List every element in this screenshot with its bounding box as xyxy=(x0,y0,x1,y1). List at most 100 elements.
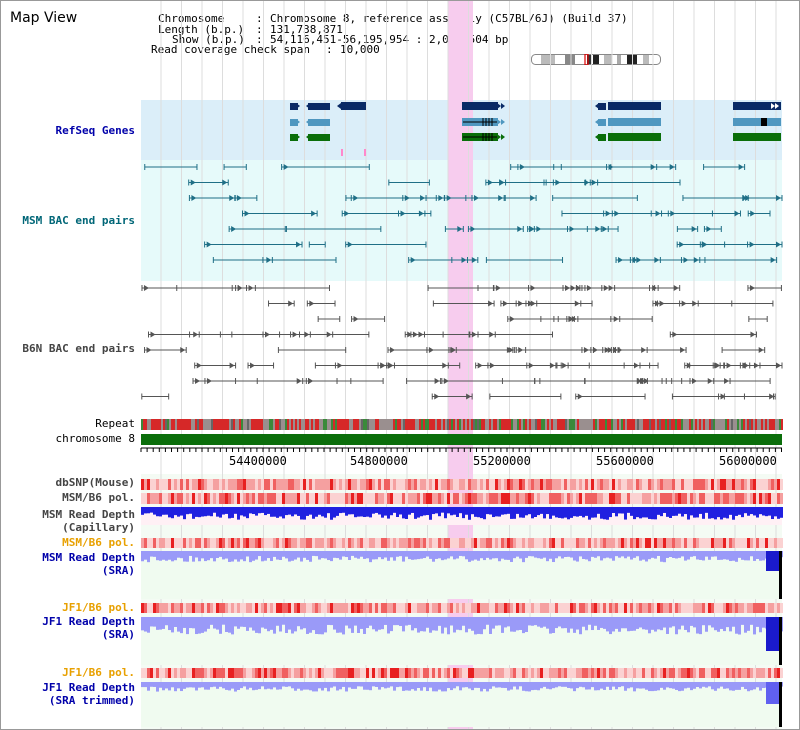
msm-b6-pol-2-cell xyxy=(735,538,738,548)
jf1-depth-trim-bar xyxy=(144,682,147,688)
dbsnp-cell xyxy=(204,479,207,490)
msm-b6-pol-2-cell xyxy=(180,538,183,548)
jf1-depth-trim-bar xyxy=(321,682,324,691)
track-label-msm-depth-sra[interactable]: MSM Read Depth (SRA) xyxy=(5,551,135,577)
repeat-segment xyxy=(327,419,329,430)
jf1-b6-pol-cell xyxy=(405,603,408,613)
jf1-depth-trim-bar xyxy=(552,682,555,689)
repeat-segment xyxy=(767,419,769,430)
jf1-b6-pol-cell xyxy=(465,603,468,613)
repeat-segment xyxy=(381,419,383,430)
msm-depth-cap-bar xyxy=(483,507,486,520)
msm-b6-pol-2-cell xyxy=(699,538,702,548)
repeat-segment xyxy=(559,419,561,430)
track-label-msm-depth-cap[interactable]: MSM Read Depth (Capillary) xyxy=(5,508,135,534)
track-label-msm-bac[interactable]: MSM BAC end pairs xyxy=(5,214,135,227)
jf1-b6-pol-2-cell xyxy=(471,668,474,678)
jf1-b6-pol-cell xyxy=(486,603,489,613)
dbsnp-cell xyxy=(417,479,420,490)
repeat-segment xyxy=(473,419,475,430)
repeat-segment xyxy=(607,419,609,430)
msm-depth-cap-bar xyxy=(228,507,231,519)
track-label-repeat[interactable]: Repeat xyxy=(5,417,135,430)
track-label-jf1-depth-sra[interactable]: JF1 Read Depth (SRA) xyxy=(5,615,135,641)
dbsnp-cell xyxy=(357,479,360,490)
jf1-depth-trim-bar xyxy=(435,682,438,692)
jf1-b6-pol-cell xyxy=(180,603,183,613)
jf1-b6-pol-cell xyxy=(192,603,195,613)
dbsnp-cell xyxy=(531,479,534,490)
msm-depth-sra-bar xyxy=(273,551,276,557)
jf1-depth-trim-bar xyxy=(453,682,456,689)
chromosome-ideogram[interactable] xyxy=(531,54,661,65)
msm-depth-sra-bar xyxy=(408,551,411,560)
track-label-msm-b6-pol-2[interactable]: MSM/B6 pol. xyxy=(5,536,135,549)
jf1-depth-trim-edge xyxy=(779,682,782,727)
gene-arrow xyxy=(306,119,310,125)
msm-depth-sra-bar xyxy=(279,551,282,560)
msm-depth-sra-bar xyxy=(300,551,303,562)
track-label-jf1-b6-pol-2[interactable]: JF1/B6 pol. xyxy=(5,666,135,679)
dbsnp-cell xyxy=(654,479,657,490)
track-label-dbsnp[interactable]: dbSNP(Mouse) xyxy=(5,476,135,489)
jf1-depth-sra-bar xyxy=(468,617,471,629)
jf1-depth-trim-bar xyxy=(324,682,327,688)
dbsnp-cell xyxy=(612,479,615,490)
dbsnp-cell xyxy=(774,479,777,490)
track-label-jf1-b6-pol-1[interactable]: JF1/B6 pol. xyxy=(5,601,135,614)
msm-b6-pol-2-cell xyxy=(318,538,321,548)
msm-b6-pol-2-cell xyxy=(594,538,597,548)
track-label-b6n-bac[interactable]: B6N BAC end pairs xyxy=(5,342,135,355)
gene-arrow xyxy=(497,134,501,140)
jf1-b6-pol-2-cell xyxy=(213,668,216,678)
dbsnp-cell xyxy=(651,479,654,490)
repeat-segment xyxy=(373,419,375,430)
msm-depth-sra-bar xyxy=(141,551,144,562)
msm-depth-cap-bar xyxy=(762,507,765,516)
msm-depth-sra-bar xyxy=(660,551,663,562)
msm-bac-pair-arrow xyxy=(311,210,317,217)
jf1-b6-pol-cell xyxy=(525,603,528,613)
msm-b6-pol-2-cell xyxy=(510,538,513,548)
msm-depth-cap-bar xyxy=(510,507,513,519)
msm-b6-pol-cell xyxy=(315,493,318,504)
jf1-b6-pol-cell xyxy=(600,603,603,613)
repeat-segment xyxy=(627,419,629,430)
track-label-msm-b6-pol-1[interactable]: MSM/B6 pol. xyxy=(5,491,135,504)
track-label-jf1-depth-trim[interactable]: JF1 Read Depth (SRA trimmed) xyxy=(5,681,135,707)
jf1-b6-pol-2-cell xyxy=(705,668,708,678)
msm-depth-sra-bar xyxy=(486,551,489,558)
track-label-refseq-genes[interactable]: RefSeq Genes xyxy=(11,124,135,137)
jf1-depth-sra-bar xyxy=(681,617,684,626)
repeat-segment xyxy=(709,419,711,430)
repeat-segment xyxy=(349,419,351,430)
track-label-chromosome[interactable]: chromosome 8 xyxy=(5,432,135,445)
jf1-b6-pol-cell xyxy=(585,603,588,613)
jf1-depth-trim-bar xyxy=(501,682,504,688)
msm-depth-sra-bar xyxy=(165,551,168,561)
msm-bac-pair-arrow xyxy=(222,179,228,186)
msm-b6-pol-cell xyxy=(528,493,531,504)
repeat-segment xyxy=(565,419,567,430)
repeat-segment xyxy=(427,419,429,430)
jf1-b6-pol-cell xyxy=(510,603,513,613)
jf1-depth-trim-bar xyxy=(573,682,576,692)
b6n-bac-pair-arrow xyxy=(477,362,483,369)
jf1-b6-pol-cell xyxy=(186,603,189,613)
jf1-b6-pol-cell xyxy=(216,603,219,613)
repeat-segment xyxy=(361,419,363,430)
msm-depth-cap-bar xyxy=(705,507,708,513)
jf1-depth-sra-bar xyxy=(588,617,591,625)
jf1-b6-pol-cell xyxy=(696,603,699,613)
repeat-segment xyxy=(219,419,221,430)
repeat-segment xyxy=(515,419,517,430)
jf1-b6-pol-2-cell xyxy=(669,668,672,678)
repeat-segment xyxy=(329,419,331,430)
dbsnp-cell xyxy=(474,479,477,490)
msm-b6-pol-2-cell xyxy=(150,538,153,548)
jf1-depth-trim-bar xyxy=(315,682,318,692)
jf1-b6-pol-cell xyxy=(150,603,153,613)
jf1-b6-pol-2-cell xyxy=(534,668,537,678)
msm-b6-pol-cell xyxy=(396,493,399,504)
